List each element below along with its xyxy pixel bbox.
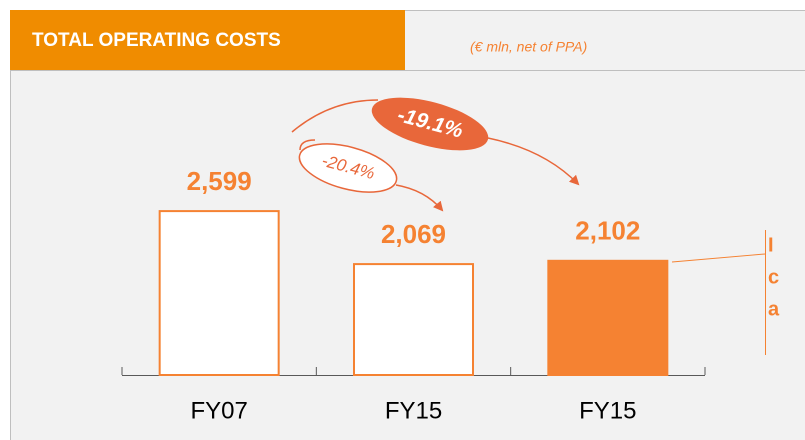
arrow [291,99,379,133]
value-label: 2,102 [575,216,640,246]
arrow [487,137,580,186]
callout-text: c [768,266,779,288]
x-tick-label: FY15 [385,397,442,424]
callout: Ica [768,234,780,320]
value-label: 2,599 [187,166,252,196]
x-tick-label: FY07 [190,397,247,424]
chart-subtitle: (€ mln, net of PPA) [470,39,587,55]
arrow [395,184,444,212]
arrow [299,139,316,151]
annotation-badge [298,143,398,193]
callout-text: I [768,234,774,256]
chart-title: TOTAL OPERATING COSTS [32,30,281,51]
x-tick-label: FY15 [579,397,636,424]
bar [353,263,474,377]
callout-text: a [768,298,780,320]
bars: FY07 2,599 FY15 2,069 FY15 2,102 [121,166,706,424]
annotation-badge [371,97,489,151]
bar [547,259,669,376]
callout-leader [671,253,766,263]
bar [158,210,280,376]
value-label: 2,069 [381,219,446,249]
header-box [10,10,405,70]
